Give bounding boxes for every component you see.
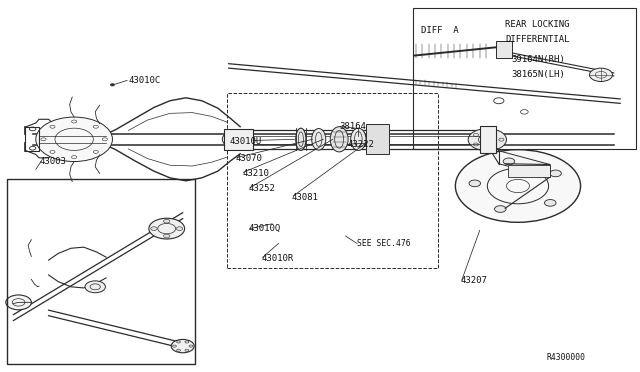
Ellipse shape — [351, 128, 366, 150]
Bar — [227, 93, 438, 267]
Ellipse shape — [312, 129, 326, 150]
Bar — [479, 126, 495, 153]
Text: 38164: 38164 — [339, 122, 366, 131]
Circle shape — [185, 349, 189, 352]
Circle shape — [6, 295, 31, 310]
Circle shape — [172, 339, 194, 353]
Circle shape — [36, 117, 113, 161]
Circle shape — [468, 129, 506, 151]
Text: 43207: 43207 — [461, 276, 488, 285]
Circle shape — [503, 158, 515, 165]
Text: 43252: 43252 — [248, 184, 275, 193]
Bar — [495, 41, 511, 58]
Ellipse shape — [296, 128, 306, 150]
Circle shape — [85, 281, 106, 293]
Circle shape — [149, 218, 184, 239]
Circle shape — [164, 234, 170, 238]
Circle shape — [177, 349, 180, 352]
Circle shape — [589, 68, 612, 81]
Text: DIFFERENTIAL: DIFFERENTIAL — [505, 35, 570, 44]
Circle shape — [493, 98, 504, 104]
Polygon shape — [508, 164, 550, 177]
Circle shape — [173, 345, 176, 347]
Circle shape — [495, 206, 506, 212]
Circle shape — [111, 84, 115, 86]
Circle shape — [545, 199, 556, 206]
Circle shape — [520, 110, 528, 114]
Circle shape — [469, 180, 481, 187]
Text: 38165N(LH): 38165N(LH) — [511, 70, 565, 79]
Bar — [366, 125, 389, 154]
Bar — [413, 8, 636, 149]
Text: 43003: 43003 — [39, 157, 66, 166]
Circle shape — [177, 341, 180, 343]
Circle shape — [151, 227, 157, 231]
Text: 43010Q: 43010Q — [248, 224, 281, 233]
Bar — [224, 129, 253, 150]
Text: R4300000: R4300000 — [547, 353, 586, 362]
Circle shape — [222, 130, 254, 148]
Text: 43010C: 43010C — [129, 76, 161, 85]
Text: 43070: 43070 — [236, 154, 262, 163]
Text: 43222: 43222 — [348, 140, 374, 149]
Text: DIFF  A: DIFF A — [421, 26, 458, 35]
Text: 43081: 43081 — [291, 193, 318, 202]
Circle shape — [185, 341, 189, 343]
Text: 43010U: 43010U — [229, 137, 262, 146]
Circle shape — [164, 219, 170, 223]
Ellipse shape — [330, 127, 348, 152]
Text: 43210: 43210 — [242, 169, 269, 177]
Circle shape — [176, 227, 182, 231]
Bar — [25, 127, 39, 151]
Text: REAR LOCKING: REAR LOCKING — [505, 20, 570, 29]
Circle shape — [189, 345, 193, 347]
Text: 39164N(RH): 39164N(RH) — [511, 55, 565, 64]
Circle shape — [456, 150, 580, 222]
Circle shape — [550, 170, 561, 177]
Bar — [7, 179, 195, 364]
Text: SEE SEC.476: SEE SEC.476 — [357, 239, 411, 248]
Text: 43010R: 43010R — [261, 254, 294, 263]
